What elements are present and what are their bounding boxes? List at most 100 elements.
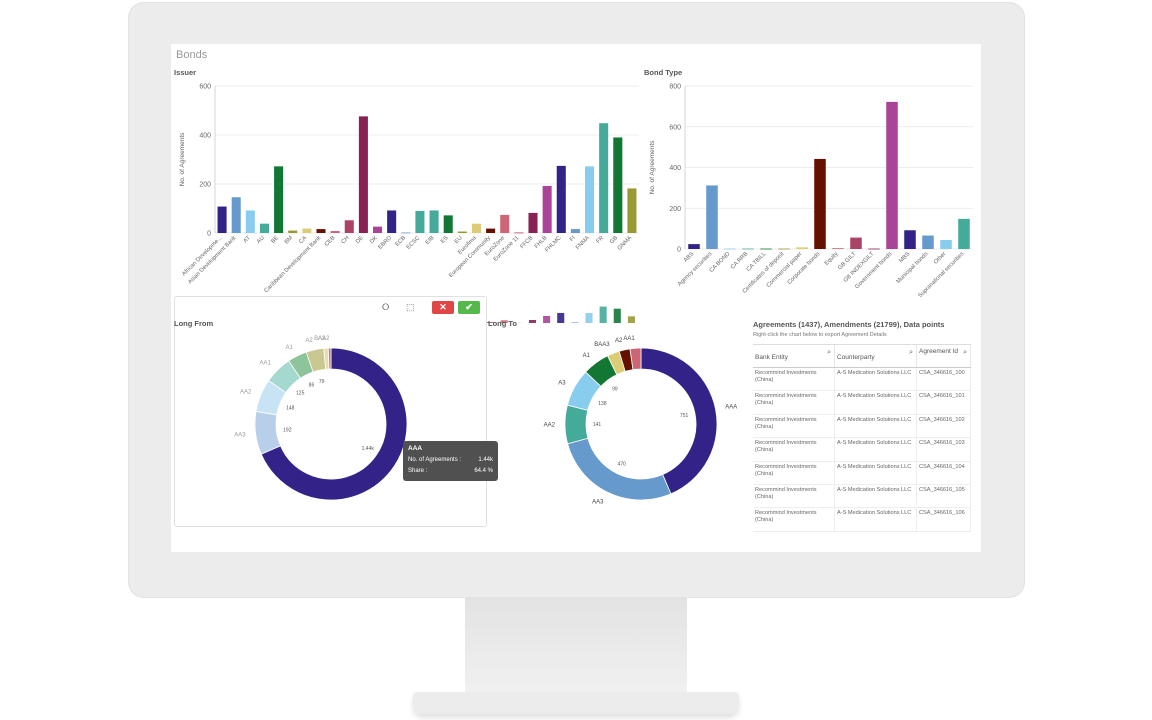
bar-25[interactable] (570, 229, 580, 233)
search-icon[interactable]: ⌕ (909, 349, 913, 356)
y-tick-label: 400 (199, 133, 211, 140)
column-header-agreement-id[interactable]: Agreement Id ⌕ (917, 345, 971, 367)
x-tick-label: EIB (425, 235, 436, 246)
bar-16[interactable] (443, 215, 453, 233)
bar-1[interactable] (706, 185, 718, 249)
bar-11[interactable] (373, 226, 383, 233)
preview-bar (543, 315, 551, 323)
table-cell: CSA_346616_103 (917, 438, 971, 461)
bar-5[interactable] (778, 248, 790, 250)
slice-category-label: A1 (583, 353, 591, 359)
bar-29[interactable] (627, 188, 637, 233)
table-row[interactable]: Recommind Investments (China) A-S Medicat… (753, 438, 971, 462)
bar-7[interactable] (814, 158, 826, 249)
slice-aaa (260, 347, 408, 501)
confirm-selection-button[interactable]: ✔ (458, 301, 480, 314)
x-tick-label: FHLMC (544, 235, 562, 253)
table-row[interactable]: Recommind Investments (China) A-S Medicat… (753, 368, 971, 392)
bar-23[interactable] (542, 185, 552, 233)
slice-category-label: A2 (305, 338, 313, 344)
bar-4[interactable] (760, 248, 772, 250)
bar-12[interactable] (904, 230, 916, 249)
table-cell: A-S Medication Solutions LLC (835, 461, 917, 484)
bar-14[interactable] (415, 210, 425, 233)
bar-2[interactable] (245, 210, 255, 233)
table-row[interactable]: Recommind Investments (China) A-S Medicat… (753, 484, 971, 509)
bar-2[interactable] (724, 248, 736, 250)
selection-rect-icon[interactable]: ⬚ (406, 302, 415, 312)
bar-21[interactable] (514, 232, 524, 234)
chart-tooltip: AAA No. of Agreements : 1.44k Share : 64.4… (403, 441, 498, 481)
column-header-counterparty[interactable]: Counterparty ⌕ (835, 345, 917, 367)
y-axis-title: No. of Agreements (179, 132, 186, 187)
bar-12[interactable] (387, 210, 397, 233)
bar-28[interactable] (613, 137, 623, 233)
search-icon[interactable]: ⌕ (963, 349, 967, 356)
table-row[interactable]: Recommind Investments (China) A-S Medicat… (753, 461, 971, 485)
bar-17[interactable] (457, 231, 467, 233)
bar-14[interactable] (940, 240, 952, 249)
bar-22[interactable] (528, 212, 538, 233)
slice-category-label: A2 (615, 338, 623, 344)
bar-27[interactable] (599, 123, 609, 233)
y-tick-label: 800 (669, 84, 681, 91)
bar-1[interactable] (231, 197, 241, 233)
x-tick-label: ABS (683, 251, 696, 264)
table-row[interactable]: Recommind Investments (China) A-S Medicat… (753, 508, 971, 532)
bar-13[interactable] (922, 235, 934, 249)
bar-0[interactable] (688, 244, 700, 249)
table-cell: CSA_346616_104 (917, 461, 971, 484)
bar-11[interactable] (886, 101, 898, 249)
cancel-selection-button[interactable]: ✕ (432, 301, 454, 314)
bar-18[interactable] (471, 223, 481, 233)
table-cell: Recommind Investments (China) (753, 508, 835, 531)
slice-value-label: 125 (296, 391, 305, 397)
bar-26[interactable] (585, 166, 595, 233)
x-tick-label: CH (341, 235, 351, 245)
table-cell: CSA_346616_101 (917, 391, 971, 414)
x-tick-label: Municipal bonds (896, 251, 930, 285)
bar-6[interactable] (796, 247, 808, 249)
bar-8[interactable] (330, 231, 340, 233)
bar-0[interactable] (217, 206, 227, 233)
bar-3[interactable] (259, 223, 269, 233)
bar-6[interactable] (302, 228, 312, 233)
table-row[interactable]: Recommind Investments (China) A-S Medicat… (753, 414, 971, 439)
preview-bar (557, 312, 565, 323)
x-tick-label: EBRD (377, 235, 393, 251)
bar-13[interactable] (401, 232, 411, 234)
bar-19[interactable] (486, 228, 496, 233)
column-header-bank-entity[interactable]: Bank Entity ⌕ (753, 345, 835, 367)
longto-donut-chart[interactable]: AAA 751 AA3 470 AA2 141 A3 138 A1 99 BAA3 A2 AA1 (541, 329, 741, 519)
x-tick-label: FFCB (519, 235, 534, 250)
y-tick-label: 600 (199, 84, 211, 91)
bar-20[interactable] (500, 214, 510, 233)
bar-4[interactable] (274, 166, 284, 233)
x-icon: ✕ (439, 302, 447, 312)
slice-value-label: 138 (598, 401, 607, 407)
bar-24[interactable] (556, 165, 566, 233)
bar-8[interactable] (832, 248, 844, 249)
bar-9[interactable] (344, 220, 354, 233)
y-tick-label: 200 (669, 206, 681, 213)
slice-category-label: AAA (725, 405, 737, 411)
bar-10[interactable] (868, 248, 880, 250)
bar-15[interactable] (958, 218, 970, 249)
bar-7[interactable] (316, 229, 326, 233)
table-cell: A-S Medication Solutions LLC (835, 368, 917, 391)
x-tick-label: Other (933, 251, 948, 266)
bar-10[interactable] (358, 116, 368, 233)
table-row[interactable]: Recommind Investments (China) A-S Medicat… (753, 391, 971, 415)
bar-5[interactable] (288, 230, 298, 233)
bar-15[interactable] (429, 210, 439, 233)
bar-9[interactable] (850, 237, 862, 249)
bar-3[interactable] (742, 248, 754, 250)
x-tick-label: FI (569, 235, 577, 243)
slice-category-label: AA3 (234, 432, 246, 438)
lasso-icon[interactable]: ⭘ (382, 302, 390, 312)
dashboard-screen: Bonds Issuer Bond Type 0 200 400 600 No. of … (171, 44, 981, 552)
search-icon[interactable]: ⌕ (827, 349, 831, 356)
